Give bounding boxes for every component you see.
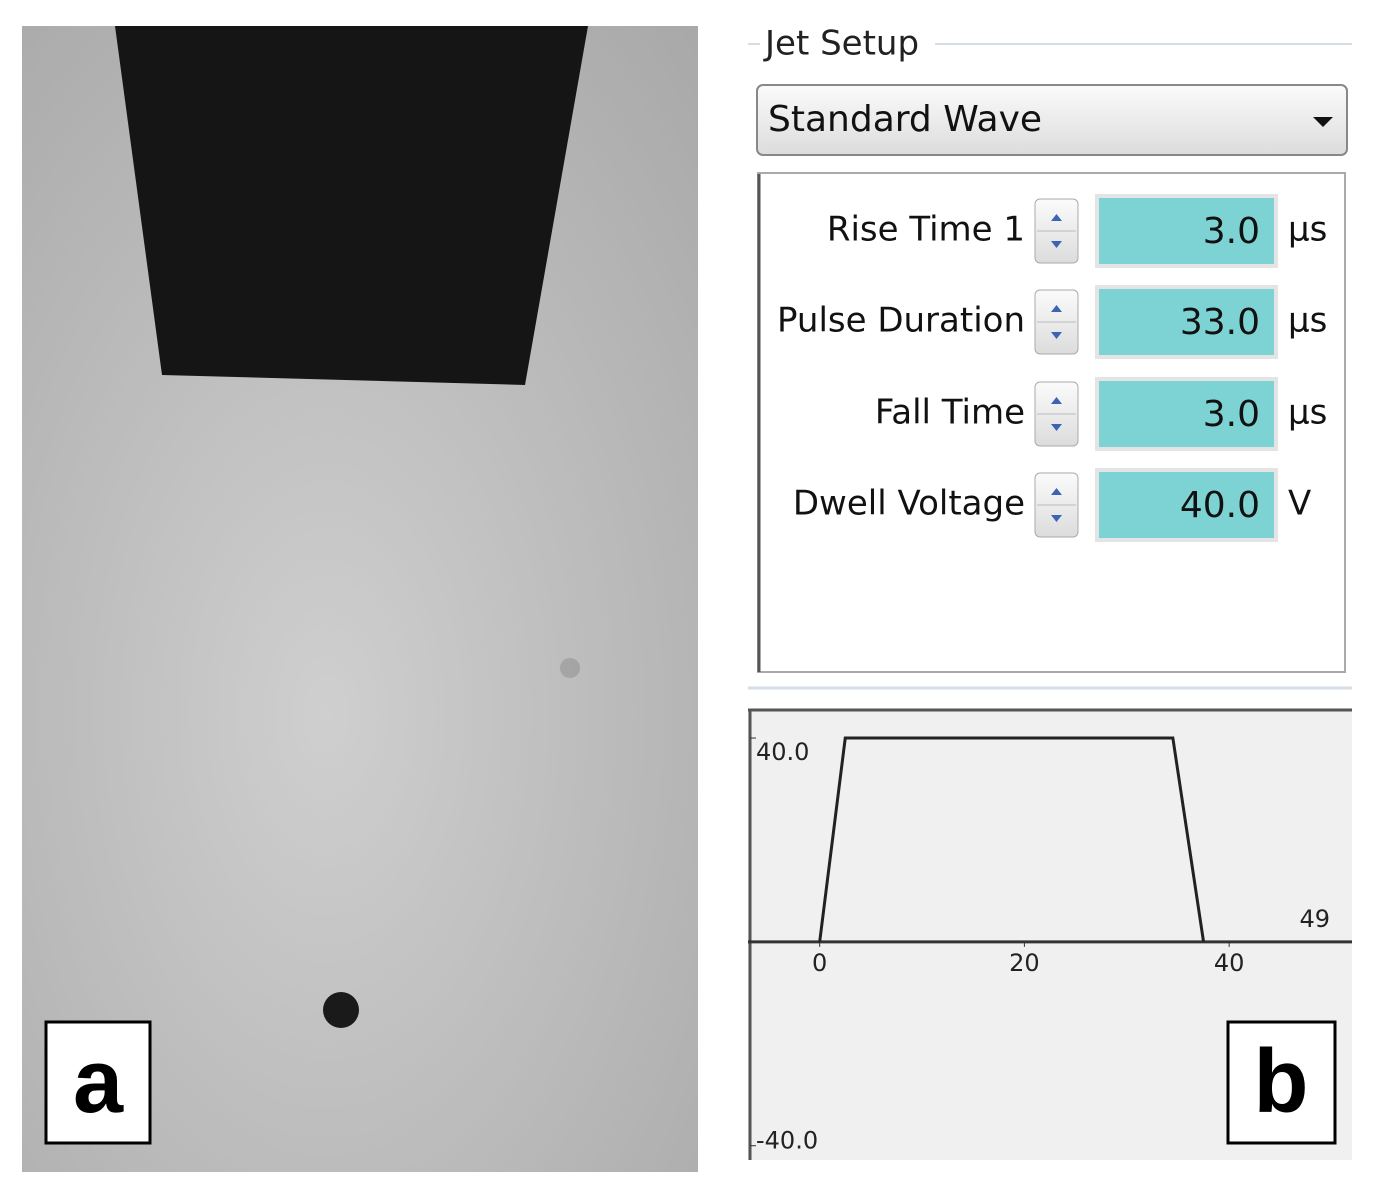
param-unit: µs bbox=[1288, 210, 1327, 250]
panel-label-box bbox=[1226, 1020, 1337, 1145]
spin-up[interactable] bbox=[1051, 214, 1062, 221]
param-unit: µs bbox=[1288, 393, 1327, 433]
annotation: 49 bbox=[1299, 905, 1330, 933]
param-value[interactable]: 3.0 bbox=[1203, 211, 1260, 252]
param-label: Dwell Voltage bbox=[793, 484, 1025, 524]
y-tick-label: -40.0 bbox=[756, 1127, 818, 1155]
waveform bbox=[818, 736, 1206, 943]
chart: 0 20 40 40.0 -40.0 49 bbox=[748, 710, 1352, 1160]
group-title: Jet Setup bbox=[763, 24, 919, 64]
spin-down[interactable] bbox=[1051, 424, 1062, 431]
param-input[interactable] bbox=[1095, 194, 1278, 268]
param-unit: µs bbox=[1288, 301, 1327, 341]
param-label: Pulse Duration bbox=[777, 301, 1025, 341]
x-tick-label: 20 bbox=[1009, 949, 1040, 977]
spin-up[interactable] bbox=[1051, 305, 1062, 312]
param-input[interactable] bbox=[1095, 377, 1278, 451]
param-value[interactable]: 33.0 bbox=[1180, 302, 1260, 343]
satellite-droplet bbox=[560, 658, 580, 678]
droplet bbox=[323, 992, 359, 1028]
panel-label: b bbox=[1254, 1032, 1309, 1132]
spin-down[interactable] bbox=[1051, 515, 1062, 522]
param-unit: V bbox=[1288, 484, 1311, 524]
dropdown-arrow[interactable] bbox=[1313, 117, 1333, 127]
param-value[interactable]: 3.0 bbox=[1203, 394, 1260, 435]
spin-down[interactable] bbox=[1051, 332, 1062, 339]
dropdown[interactable] bbox=[756, 84, 1348, 156]
y-tick-label: 40.0 bbox=[756, 738, 809, 766]
x-tick-label: 0 bbox=[812, 949, 827, 977]
panel-label: a bbox=[73, 1032, 124, 1132]
param-value[interactable]: 40.0 bbox=[1180, 485, 1260, 526]
param-input[interactable] bbox=[1095, 285, 1278, 359]
nozzle bbox=[115, 26, 588, 385]
param-label: Fall Time bbox=[875, 393, 1025, 433]
x-tick-label: 40 bbox=[1214, 949, 1245, 977]
panel-label-box bbox=[44, 1020, 152, 1145]
dropdown-value[interactable]: Standard Wave bbox=[768, 99, 1042, 140]
params: Rise Time 1 3.0 µs Pulse Duration 33.0 µs Fall… bbox=[777, 194, 1327, 542]
param-label: Rise Time 1 bbox=[827, 210, 1025, 250]
spin-up[interactable] bbox=[1051, 488, 1062, 495]
param-input[interactable] bbox=[1095, 468, 1278, 542]
spin-up[interactable] bbox=[1051, 397, 1062, 404]
spin-down[interactable] bbox=[1051, 241, 1062, 248]
